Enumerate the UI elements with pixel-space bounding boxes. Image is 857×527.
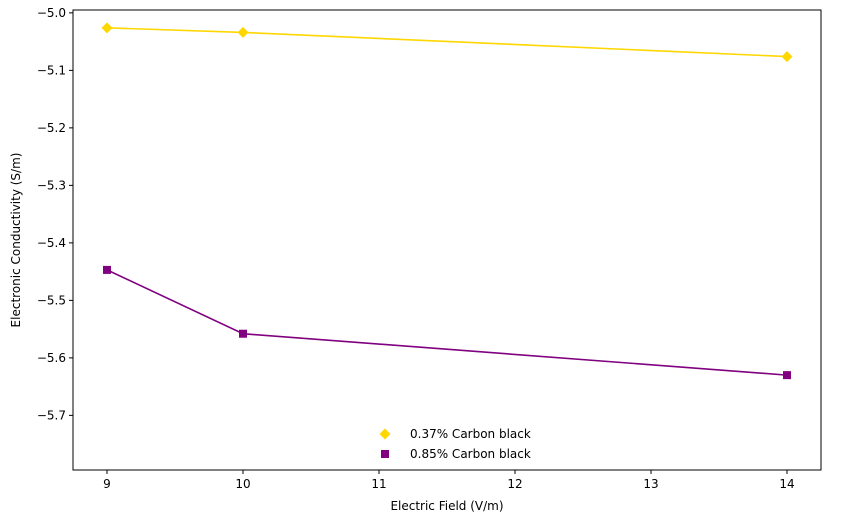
- y-tick-label: −5.2: [37, 121, 66, 135]
- data-point: [103, 265, 111, 274]
- data-point: [237, 26, 249, 38]
- series-line: [106, 27, 788, 58]
- y-tick-label: −5.4: [37, 236, 66, 250]
- series-line: [106, 269, 788, 376]
- series-layer: [101, 22, 793, 380]
- x-axis-ticks: 9 10 11 12 13 14: [103, 470, 795, 491]
- plot-frame: [72, 9, 822, 471]
- y-tick-label: −5.6: [37, 351, 66, 365]
- x-axis-label: Electric Field (V/m): [390, 499, 503, 513]
- x-tick-label: 10: [235, 477, 250, 491]
- data-point: [781, 51, 793, 63]
- y-tick-label: −5.3: [37, 178, 66, 192]
- y-tick-label: −5.1: [37, 63, 66, 77]
- data-point: [783, 371, 791, 380]
- legend-marker: [381, 450, 389, 458]
- y-axis-ticks: −5.7 −5.6 −5.5 −5.4 −5.3 −5.2 −5.1 −5.0: [37, 6, 73, 422]
- data-point: [101, 22, 113, 34]
- y-tick-label: −5.0: [37, 6, 66, 20]
- data-point: [239, 329, 247, 338]
- legend-entry-label: 0.85% Carbon black: [410, 447, 531, 461]
- y-tick-label: −5.7: [37, 408, 66, 422]
- legend: 0.37% Carbon black 0.85% Carbon black: [379, 427, 531, 461]
- y-axis-label: Electronic Conductivity (S/m): [9, 153, 23, 328]
- x-tick-label: 12: [507, 477, 522, 491]
- x-tick-label: 11: [371, 477, 386, 491]
- legend-marker: [379, 428, 391, 440]
- x-tick-label: 13: [643, 477, 658, 491]
- series-diamond: [101, 22, 793, 63]
- legend-entry-label: 0.37% Carbon black: [410, 427, 531, 441]
- x-tick-label: 14: [779, 477, 794, 491]
- y-tick-label: −5.5: [37, 293, 66, 307]
- series-square: [103, 265, 791, 380]
- x-tick-label: 9: [103, 477, 111, 491]
